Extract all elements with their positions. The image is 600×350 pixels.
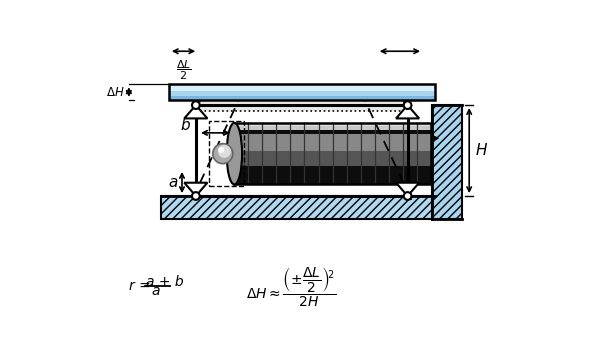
Text: $\Delta H \approx \dfrac{\left(\pm\dfrac{\Delta L}{2}\right)^{\!2}}{2H}$: $\Delta H \approx \dfrac{\left(\pm\dfrac… bbox=[246, 266, 336, 309]
Bar bbox=[235, 123, 431, 184]
Bar bbox=[235, 134, 431, 150]
Polygon shape bbox=[184, 183, 208, 196]
Text: b: b bbox=[180, 118, 190, 133]
Circle shape bbox=[218, 147, 224, 153]
Bar bbox=[169, 84, 434, 91]
Polygon shape bbox=[396, 105, 419, 118]
Bar bbox=[169, 84, 434, 100]
Text: a: a bbox=[152, 284, 160, 298]
Bar bbox=[432, 105, 461, 219]
Bar bbox=[209, 121, 244, 186]
Bar bbox=[169, 96, 434, 100]
Circle shape bbox=[192, 192, 200, 200]
Text: r =: r = bbox=[129, 279, 155, 293]
Circle shape bbox=[192, 101, 200, 109]
Polygon shape bbox=[396, 183, 419, 196]
Text: $\dfrac{\Delta L}{2}$: $\dfrac{\Delta L}{2}$ bbox=[176, 59, 191, 82]
Bar bbox=[235, 141, 431, 166]
Text: a: a bbox=[168, 175, 178, 190]
Ellipse shape bbox=[227, 123, 242, 184]
Polygon shape bbox=[184, 105, 208, 118]
Bar bbox=[161, 196, 434, 219]
Text: $\Delta H$: $\Delta H$ bbox=[106, 85, 125, 99]
Circle shape bbox=[404, 192, 412, 200]
Circle shape bbox=[404, 101, 412, 109]
Bar bbox=[169, 91, 434, 96]
Bar bbox=[235, 123, 431, 126]
Bar bbox=[200, 100, 404, 111]
Circle shape bbox=[213, 144, 233, 164]
Bar bbox=[235, 123, 431, 130]
Text: H: H bbox=[475, 143, 487, 158]
Bar bbox=[235, 123, 431, 184]
Text: a + b: a + b bbox=[146, 275, 184, 289]
Circle shape bbox=[218, 145, 231, 158]
